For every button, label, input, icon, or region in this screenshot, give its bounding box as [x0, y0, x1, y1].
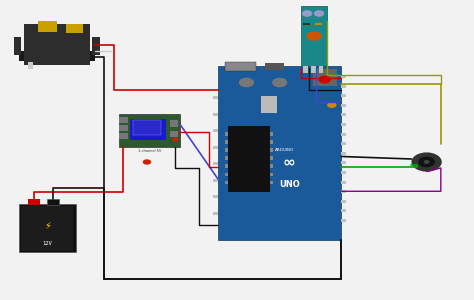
Bar — [270, 156, 273, 160]
Bar — [38, 21, 57, 32]
Bar — [341, 75, 346, 78]
Circle shape — [272, 78, 287, 87]
Circle shape — [143, 159, 151, 165]
Bar — [225, 172, 228, 176]
Bar — [225, 61, 256, 70]
Bar — [341, 200, 346, 203]
Bar — [213, 212, 218, 214]
Bar — [213, 129, 218, 132]
Circle shape — [239, 78, 254, 87]
Bar — [19, 51, 95, 62]
Bar — [19, 204, 76, 252]
Bar — [265, 63, 284, 70]
Bar — [28, 199, 40, 205]
Text: ∞: ∞ — [283, 154, 295, 169]
Circle shape — [411, 152, 442, 172]
Bar — [225, 181, 228, 184]
Bar — [341, 94, 346, 97]
Circle shape — [418, 157, 435, 167]
Bar — [341, 133, 346, 136]
Bar — [270, 132, 273, 136]
Bar — [303, 22, 310, 25]
Text: 1-channel 5V: 1-channel 5V — [137, 149, 161, 153]
Bar — [341, 152, 346, 155]
Bar — [213, 178, 218, 182]
Bar — [341, 181, 346, 184]
Bar — [225, 140, 228, 144]
Bar — [270, 140, 273, 144]
Text: UNO: UNO — [279, 180, 300, 189]
Bar — [66, 24, 83, 33]
Bar — [170, 130, 178, 137]
Bar — [341, 123, 346, 126]
Circle shape — [327, 102, 337, 108]
Bar — [311, 66, 316, 73]
Bar — [118, 114, 180, 147]
Bar — [21, 206, 73, 250]
Bar — [341, 190, 346, 193]
Bar — [213, 162, 218, 165]
Bar — [119, 133, 128, 139]
Bar — [170, 120, 178, 127]
Bar — [341, 209, 346, 212]
Bar — [213, 195, 218, 198]
Bar — [225, 164, 228, 168]
Bar — [313, 69, 337, 85]
Bar — [218, 66, 341, 240]
Text: ⚡: ⚡ — [44, 220, 51, 231]
Bar — [341, 113, 346, 116]
Bar — [119, 117, 128, 123]
Bar — [92, 37, 100, 55]
Bar — [213, 112, 218, 116]
Circle shape — [314, 10, 324, 17]
Circle shape — [319, 76, 331, 83]
Bar — [270, 181, 273, 184]
Bar — [270, 164, 273, 168]
Bar — [303, 66, 308, 73]
Bar — [213, 96, 218, 99]
Bar — [341, 85, 346, 88]
Bar — [47, 199, 59, 205]
Bar — [341, 104, 346, 107]
Bar — [319, 66, 323, 73]
Bar — [24, 24, 90, 64]
Bar — [119, 125, 128, 131]
Bar — [341, 171, 346, 174]
Bar — [228, 126, 270, 192]
Bar — [225, 132, 228, 136]
Bar — [315, 22, 322, 25]
Bar — [225, 148, 228, 152]
Bar — [261, 96, 277, 112]
Text: ARDUINO: ARDUINO — [275, 148, 294, 152]
Bar — [213, 146, 218, 148]
Bar — [225, 156, 228, 160]
Bar — [14, 37, 21, 55]
Circle shape — [306, 31, 321, 41]
Bar — [341, 161, 346, 164]
Bar — [270, 148, 273, 152]
Circle shape — [172, 137, 179, 142]
Bar — [301, 6, 327, 66]
Circle shape — [424, 160, 429, 164]
Bar — [130, 118, 166, 140]
Bar — [341, 142, 346, 145]
Text: 12V: 12V — [43, 241, 52, 246]
Bar — [28, 61, 33, 69]
Bar — [341, 219, 346, 222]
Circle shape — [302, 10, 312, 17]
Bar — [270, 172, 273, 176]
Bar — [133, 120, 161, 135]
